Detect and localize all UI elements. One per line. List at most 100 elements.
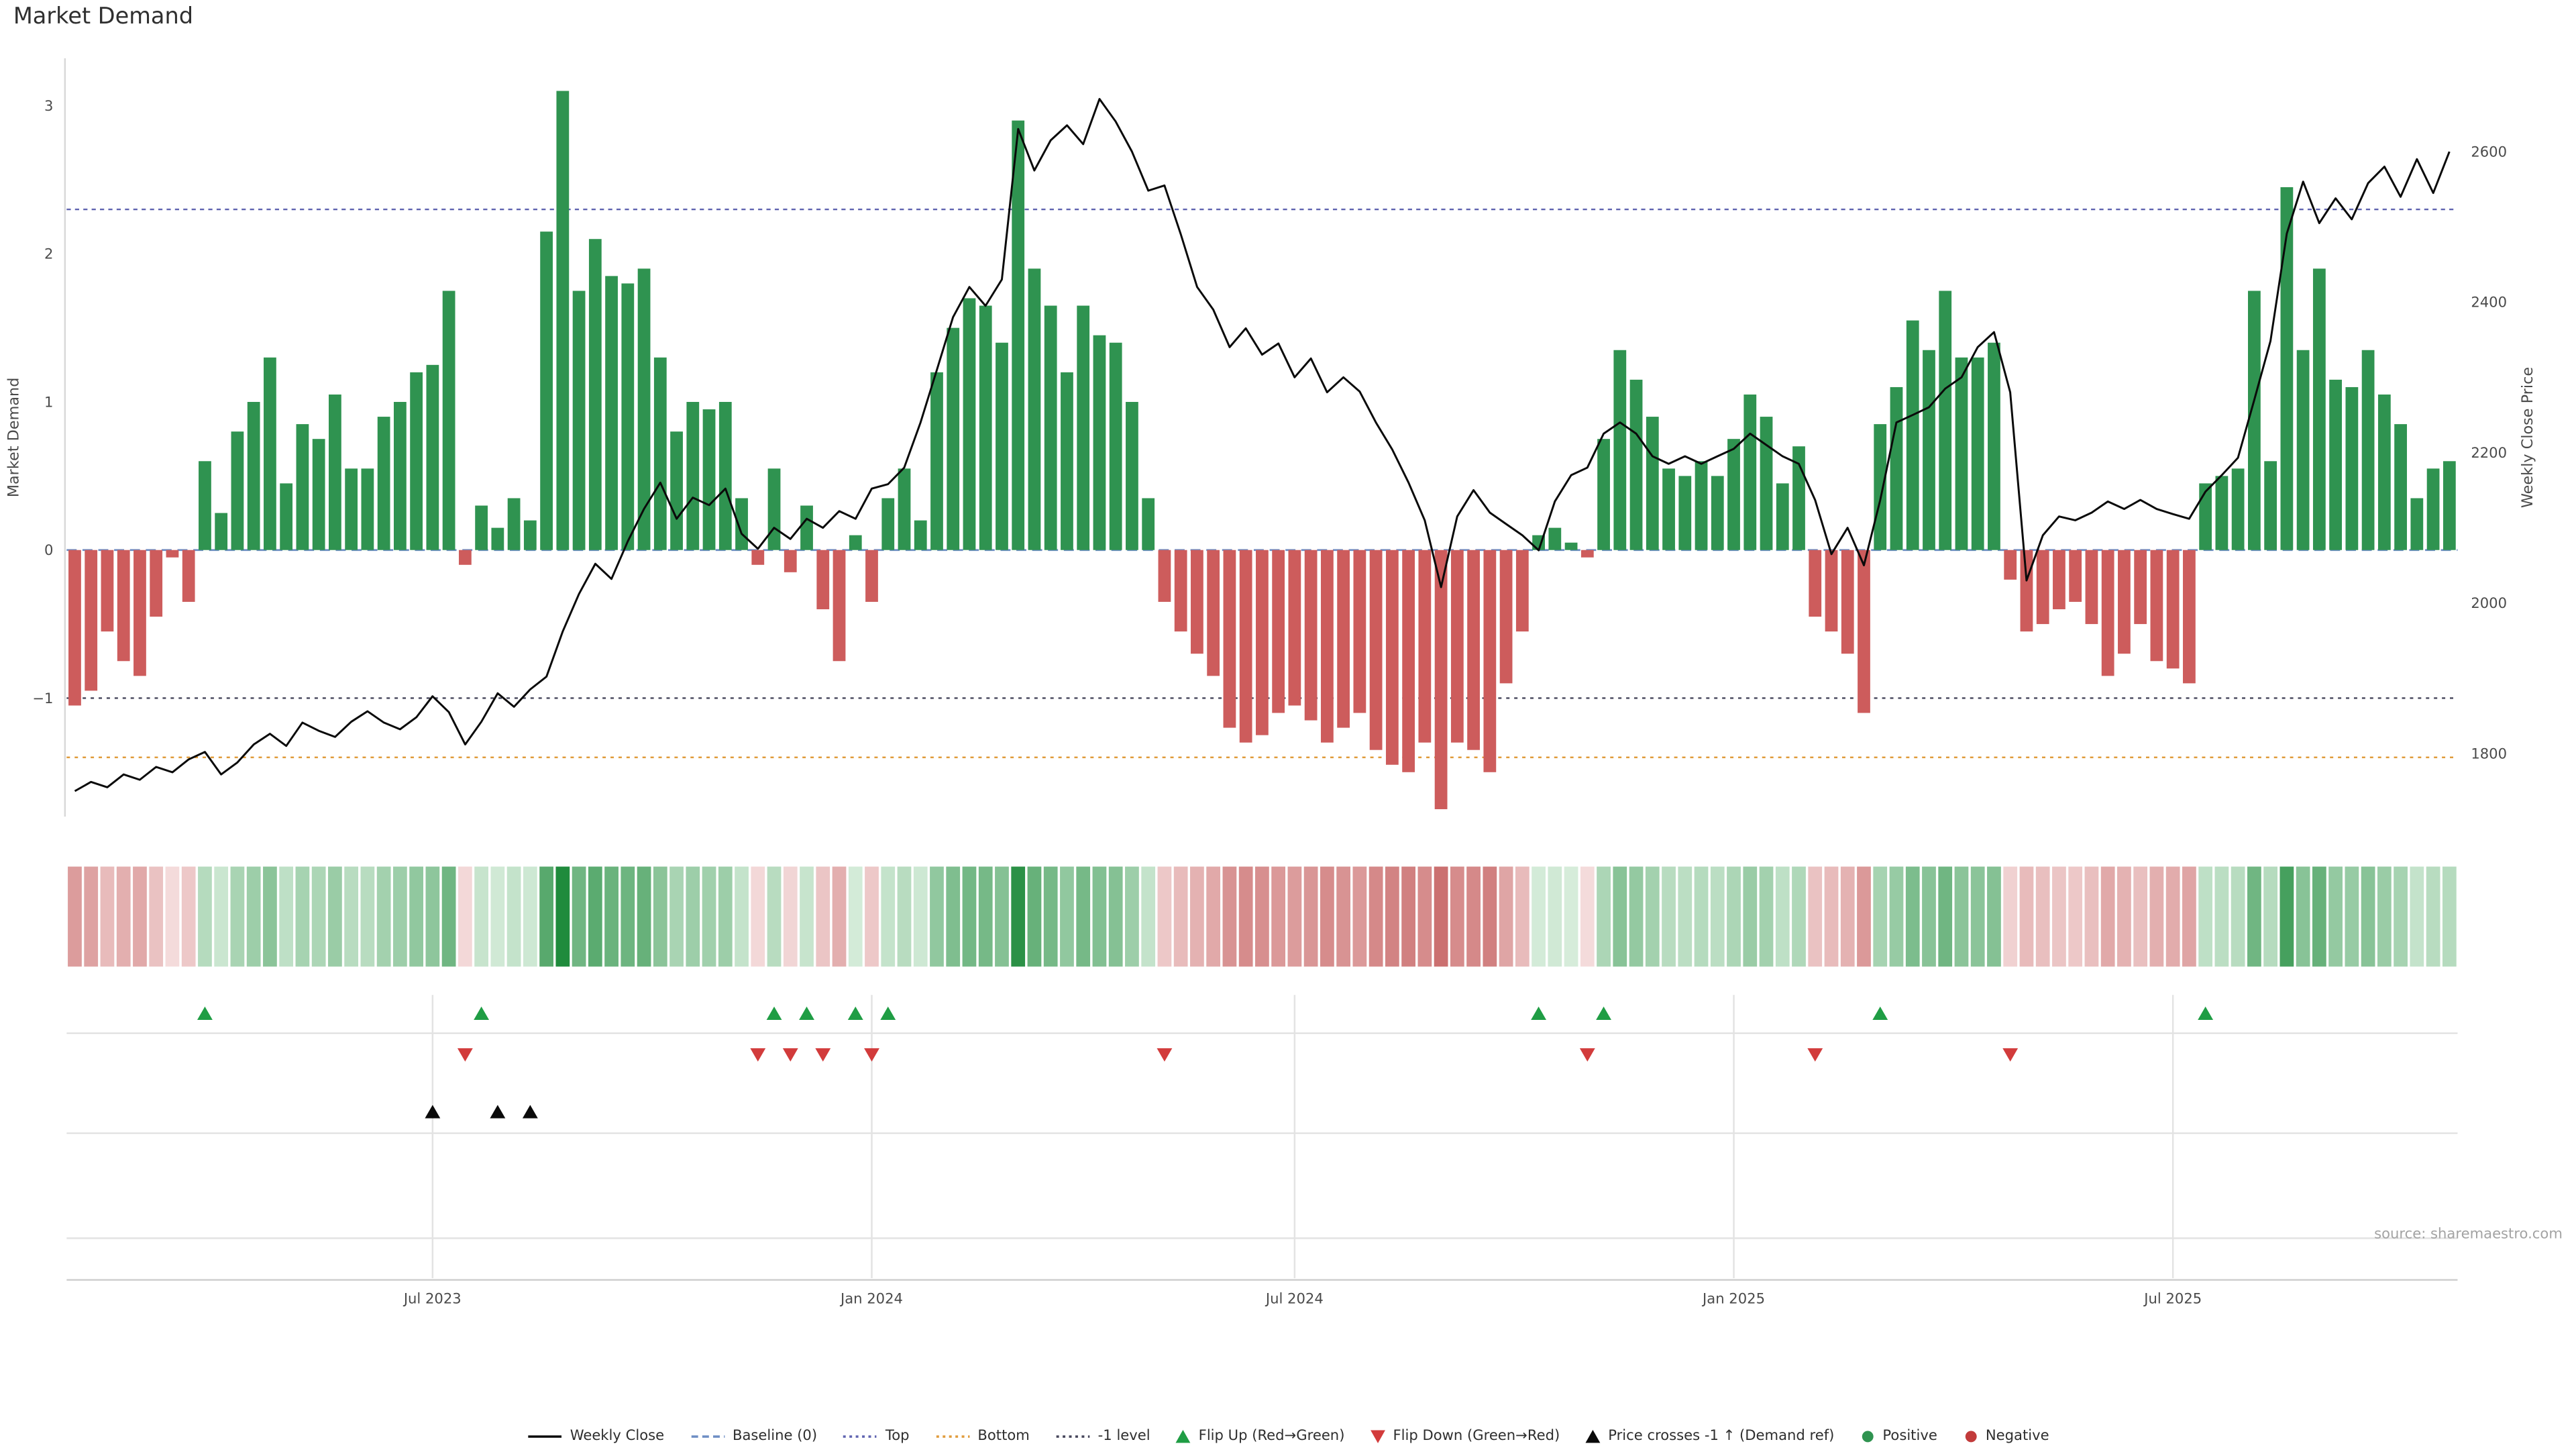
heatmap-cell: [344, 866, 359, 967]
demand-bar: [1353, 550, 1366, 713]
demand-bar: [2150, 550, 2163, 662]
left-tick-label: 2: [44, 246, 53, 262]
left-axis-title: Market Demand: [5, 378, 22, 498]
heatmap-cell: [1401, 866, 1416, 967]
heatmap-cell: [816, 866, 830, 967]
heatmap-cell: [2019, 866, 2034, 967]
heatmap-cell: [1759, 866, 1774, 967]
heatmap-cell: [2100, 866, 2115, 967]
heatmap-cell: [669, 866, 684, 967]
flip-up-marker: [799, 1006, 814, 1021]
demand-bar: [1061, 372, 1073, 550]
market-demand-chart: 3 2 1 0 −1 2600 2400 2200 2000 1800 Jul 2023 Jan 20…: [5, 58, 2536, 1306]
heatmap-cell: [2003, 866, 2018, 967]
demand-bar: [1483, 550, 1497, 772]
heatmap-cell: [84, 866, 99, 967]
heatmap-cell: [360, 866, 375, 967]
demand-bar: [1272, 550, 1285, 713]
heatmap-cell: [2117, 866, 2131, 967]
demand-bar: [963, 298, 976, 550]
heatmap-cell: [1271, 866, 1286, 967]
heatmap-cell: [1157, 866, 1172, 967]
heatmap-strip: [68, 866, 2457, 967]
legend-swatch-dot-icon: [1965, 1431, 1976, 1443]
demand-bar: [1939, 291, 1952, 550]
heatmap-cell: [506, 866, 521, 967]
demand-bar: [345, 468, 358, 550]
heatmap-cell: [1499, 866, 1513, 967]
reference-lines: [66, 208, 2458, 758]
legend-label: Flip Up (Red→Green): [1198, 1428, 1345, 1445]
demand-bar: [1467, 550, 1480, 750]
flip-down-marker: [782, 1048, 798, 1062]
heatmap-cell: [2231, 866, 2245, 967]
heatmap-cell: [2426, 866, 2440, 967]
heatmap-cell: [1466, 866, 1481, 967]
heatmap-cell: [100, 866, 115, 967]
heatmap-cell: [2263, 866, 2278, 967]
demand-bar: [865, 550, 878, 602]
heatmap-cell: [1824, 866, 1839, 967]
heatmap-cell: [1792, 866, 1806, 967]
heatmap-cell: [2068, 866, 2083, 967]
right-tick-label: 2200: [2471, 444, 2507, 461]
demand-bar: [1890, 386, 1903, 550]
legend-label: -1 level: [1097, 1428, 1150, 1445]
demand-bar: [800, 505, 813, 550]
demand-bar: [85, 550, 98, 691]
heatmap-cell: [962, 866, 977, 967]
demand-bar: [117, 550, 130, 662]
demand-bar: [1109, 342, 1122, 550]
heatmap-cell: [1336, 866, 1351, 967]
heatmap-cell: [2279, 866, 2294, 967]
heatmap-cell: [1417, 866, 1432, 967]
demand-bar: [1044, 305, 1057, 550]
left-tick-label: 0: [44, 541, 53, 558]
demand-bar: [2280, 187, 2294, 550]
heatmap-cell: [1532, 866, 1546, 967]
legend-item: Flip Up (Red→Green): [1175, 1428, 1345, 1445]
heatmap-cell: [1043, 866, 1058, 967]
heatmap-cell: [181, 866, 196, 967]
flip-down-markers: [457, 1048, 2019, 1062]
demand-bar: [1515, 550, 1529, 632]
demand-bar: [670, 431, 683, 550]
demand-bar: [1858, 550, 1870, 713]
flip-down-marker: [815, 1048, 831, 1062]
heatmap-cell: [913, 866, 928, 967]
legend-label: Price crosses -1 ↑ (Demand ref): [1608, 1428, 1835, 1445]
heatmap-cell: [2394, 866, 2408, 967]
heatmap-cell: [588, 866, 602, 967]
heatmap-cell: [2345, 866, 2359, 967]
demand-bar: [914, 520, 927, 550]
demand-bar: [2410, 498, 2424, 550]
heatmap-cell: [865, 866, 879, 967]
heatmap-cell: [1564, 866, 1578, 967]
heatmap-cell: [214, 866, 229, 967]
heatmap-cell: [604, 866, 619, 967]
legend-swatch-dotted-icon: [843, 1435, 877, 1438]
demand-bar: [1776, 483, 1789, 550]
legend-label: Negative: [1985, 1428, 2049, 1445]
heatmap-cell: [295, 866, 310, 967]
demand-bar: [833, 550, 846, 662]
left-tick-label: −1: [32, 690, 53, 707]
demand-bar: [881, 498, 895, 550]
demand-bar: [996, 342, 1008, 550]
demand-bar: [1499, 550, 1513, 684]
demand-bar: [2443, 461, 2456, 550]
flip-up-marker: [474, 1006, 490, 1021]
heatmap-cell: [2410, 866, 2424, 967]
heatmap-cell: [751, 866, 765, 967]
demand-bar: [605, 276, 618, 550]
legend-swatch-dotted-icon: [1056, 1435, 1090, 1438]
demand-bar: [1597, 439, 1610, 550]
heatmap-cell: [930, 866, 944, 967]
flip-up-marker: [847, 1006, 863, 1021]
heatmap-cell: [2214, 866, 2229, 967]
demand-bar: [2166, 550, 2180, 669]
demand-bar: [2134, 550, 2147, 625]
demand-bar: [2183, 550, 2196, 684]
flip-up-marker: [1531, 1006, 1547, 1021]
